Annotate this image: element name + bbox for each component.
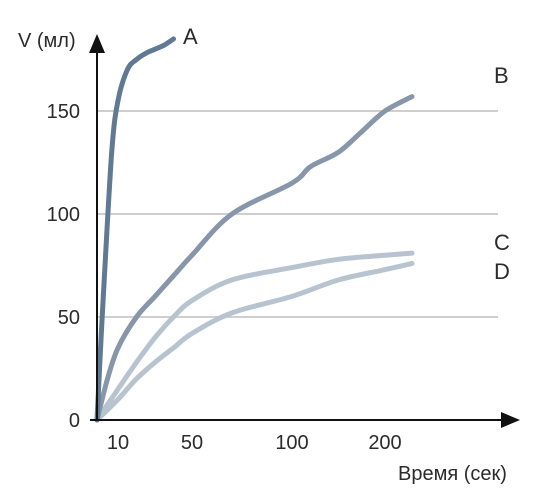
series-lines <box>94 36 415 423</box>
series-line-B <box>94 94 415 423</box>
series-line-A <box>94 36 176 423</box>
y-tick-label: 50 <box>58 307 80 329</box>
x-tick-label: 200 <box>368 432 401 454</box>
y-tick-label: 150 <box>47 101 80 123</box>
grid-lines <box>97 110 498 318</box>
x-tick-label: 100 <box>275 432 308 454</box>
series-line-C <box>94 250 415 423</box>
x-axis-arrow <box>501 412 520 428</box>
y-tick-labels: 0 50 100 150 <box>47 101 80 432</box>
series-label-B: B <box>494 63 509 88</box>
y-tick-label: 0 <box>69 410 80 432</box>
y-tick-label: 100 <box>47 204 80 226</box>
x-axis-label: Время (сек) <box>398 463 507 485</box>
series-line-D <box>94 260 415 423</box>
series-label-D: D <box>494 259 510 284</box>
x-tick-labels: 10 50 100 200 <box>107 432 402 454</box>
y-axis-label: V (мл) <box>18 30 76 52</box>
series-label-C: C <box>494 230 510 255</box>
x-axis <box>90 412 520 428</box>
series-labels: A B CD <box>183 24 510 284</box>
x-tick-label: 50 <box>181 432 203 454</box>
series-label-A: A <box>183 24 198 49</box>
x-tick-label: 10 <box>107 432 129 454</box>
y-axis <box>89 34 105 420</box>
y-axis-arrow <box>89 34 105 53</box>
